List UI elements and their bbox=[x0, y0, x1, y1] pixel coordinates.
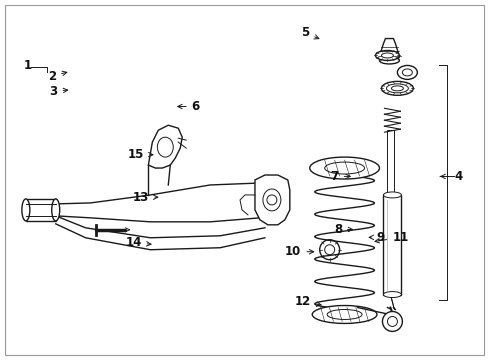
Ellipse shape bbox=[386, 84, 407, 93]
Text: 8: 8 bbox=[333, 223, 352, 236]
Ellipse shape bbox=[312, 306, 376, 323]
Ellipse shape bbox=[52, 199, 60, 221]
Bar bbox=[386, 130, 394, 195]
Text: 13: 13 bbox=[133, 191, 158, 204]
Circle shape bbox=[266, 195, 276, 205]
Ellipse shape bbox=[381, 53, 393, 58]
Ellipse shape bbox=[381, 81, 412, 95]
Bar bbox=[26, 199, 56, 221]
Ellipse shape bbox=[263, 189, 280, 211]
Circle shape bbox=[386, 316, 397, 327]
Bar bbox=[383, 195, 401, 294]
Text: 12: 12 bbox=[294, 296, 321, 309]
Text: 3: 3 bbox=[49, 85, 68, 98]
Ellipse shape bbox=[397, 66, 416, 80]
Polygon shape bbox=[254, 175, 289, 225]
Text: 15: 15 bbox=[128, 148, 153, 161]
Polygon shape bbox=[148, 125, 182, 168]
Ellipse shape bbox=[157, 137, 173, 157]
Text: 1: 1 bbox=[23, 59, 32, 72]
Polygon shape bbox=[379, 39, 399, 60]
Ellipse shape bbox=[309, 157, 379, 179]
Text: 4: 4 bbox=[454, 170, 462, 183]
Circle shape bbox=[324, 245, 334, 255]
Ellipse shape bbox=[383, 192, 401, 198]
Text: 14: 14 bbox=[125, 236, 151, 249]
Ellipse shape bbox=[324, 162, 364, 174]
Circle shape bbox=[319, 240, 339, 260]
Ellipse shape bbox=[375, 50, 399, 60]
Text: 10: 10 bbox=[285, 245, 313, 258]
Text: 5: 5 bbox=[301, 27, 318, 40]
Text: 2: 2 bbox=[48, 69, 67, 82]
Text: 11: 11 bbox=[374, 231, 407, 244]
Ellipse shape bbox=[390, 86, 403, 91]
Ellipse shape bbox=[22, 199, 30, 221]
Text: 7: 7 bbox=[330, 170, 349, 183]
Ellipse shape bbox=[326, 310, 361, 319]
Circle shape bbox=[382, 311, 402, 332]
Ellipse shape bbox=[383, 292, 401, 298]
Text: 9: 9 bbox=[368, 231, 384, 244]
Ellipse shape bbox=[379, 57, 399, 64]
Ellipse shape bbox=[402, 69, 411, 76]
Text: 6: 6 bbox=[177, 100, 200, 113]
